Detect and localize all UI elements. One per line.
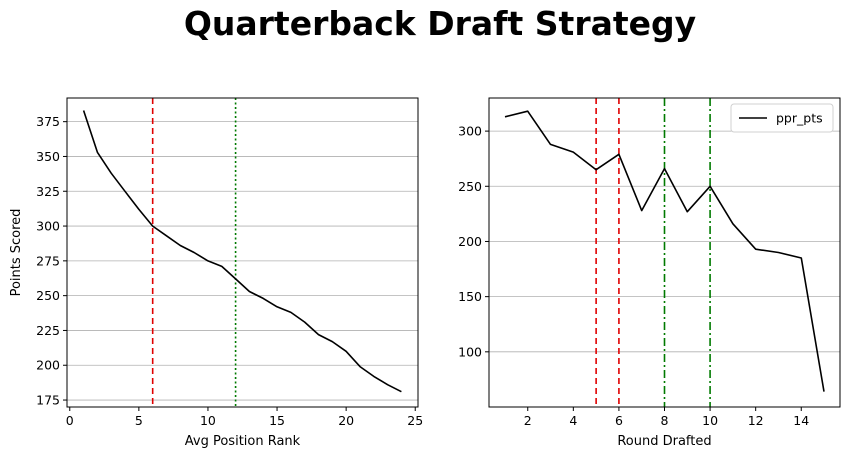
legend-label: ppr_pts	[776, 111, 823, 126]
x-tick-label: 4	[569, 413, 577, 428]
y-tick-label: 275	[36, 253, 60, 268]
x-tick-label: 10	[200, 413, 216, 428]
y-tick-label: 250	[36, 288, 60, 303]
x-tick-label: 8	[661, 413, 669, 428]
x-tick-label: 2	[524, 413, 532, 428]
plot-frame	[66, 97, 419, 408]
legend: ppr_pts	[730, 103, 834, 133]
x-tick-label: 25	[407, 413, 423, 428]
y-tick-label: 350	[36, 149, 60, 164]
y-tick-label: 300	[36, 219, 60, 234]
x-axis-label: Round Drafted	[617, 434, 711, 449]
y-tick-label: 325	[36, 184, 60, 199]
left-chart: 0 5 10 15 20 25 175 200 225 250 275 300 325 350 375 Avg…	[9, 97, 423, 449]
right-chart: 2 4 6 8 10 12 14 100 150 200 250 300 Round Drafted pp…	[458, 97, 841, 449]
legend-box	[730, 103, 834, 133]
y-tick-label: 100	[458, 344, 482, 359]
series-line	[82, 110, 402, 393]
x-tick-label: 0	[66, 413, 74, 428]
x-tick-label: 5	[135, 413, 143, 428]
y-tick-label: 200	[36, 358, 60, 373]
y-axis-label: Points Scored	[9, 209, 24, 297]
x-tick-label: 6	[615, 413, 623, 428]
y-tick-label: 150	[458, 289, 482, 304]
x-tick-label: 10	[702, 413, 718, 428]
x-tick-label: 15	[269, 413, 285, 428]
series-line	[504, 110, 825, 392]
y-tick-label: 225	[36, 323, 60, 338]
x-tick-label: 12	[748, 413, 764, 428]
y-tick-label: 200	[458, 234, 482, 249]
y-tick-label: 175	[36, 393, 60, 408]
x-axis-label: Avg Position Rank	[185, 434, 301, 449]
x-tick-label: 20	[338, 413, 354, 428]
x-tick-label: 14	[793, 413, 809, 428]
y-tick-label: 375	[36, 114, 60, 129]
y-tick-label: 300	[458, 124, 482, 139]
figure-title: Quarterback Draft Strategy	[184, 4, 696, 43]
y-tick-label: 250	[458, 179, 482, 194]
